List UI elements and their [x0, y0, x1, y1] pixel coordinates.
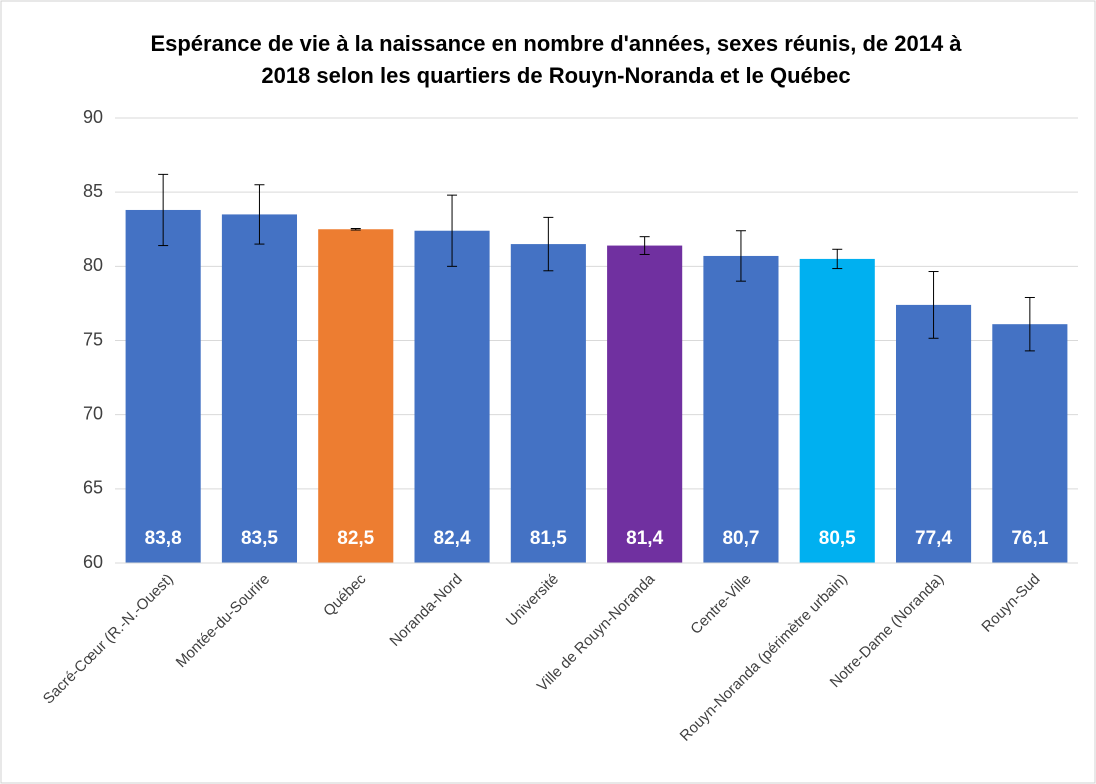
- error-bar: [639, 236, 650, 255]
- error-bar: [447, 194, 458, 267]
- value-label: 83,8: [145, 528, 182, 549]
- bar: [414, 230, 490, 563]
- value-label: 81,4: [626, 528, 663, 549]
- error-bar: [928, 271, 939, 339]
- error-bar: [1024, 296, 1035, 352]
- error-bar: [735, 230, 746, 282]
- error-bar: [543, 216, 554, 272]
- chart-title: Espérance de vie à la naissance en nombr…: [150, 31, 962, 56]
- error-bar: [350, 228, 361, 231]
- value-label: 77,4: [915, 528, 952, 549]
- value-label: 80,5: [819, 528, 856, 549]
- bar: [510, 244, 586, 564]
- bar: [125, 209, 201, 563]
- bar: [318, 229, 394, 563]
- y-tick-label: 90: [83, 107, 103, 127]
- y-tick-label: 65: [83, 478, 103, 498]
- chart-title: 2018 selon les quartiers de Rouyn-Norand…: [261, 63, 850, 88]
- value-label: 81,5: [530, 528, 567, 549]
- error-bar: [832, 248, 843, 270]
- bar: [221, 214, 298, 563]
- bar: [703, 255, 779, 563]
- y-tick-label: 70: [83, 403, 103, 423]
- y-tick-label: 60: [83, 552, 103, 572]
- bar: [895, 304, 972, 563]
- value-label: 83,5: [241, 528, 278, 549]
- bar: [799, 258, 875, 563]
- y-tick-label: 75: [83, 329, 103, 349]
- error-bar: [254, 184, 265, 245]
- bar: [992, 324, 1068, 563]
- value-label: 82,4: [434, 528, 471, 549]
- y-tick-label: 80: [83, 255, 103, 275]
- value-label: 76,1: [1011, 528, 1048, 549]
- error-bar: [158, 173, 169, 247]
- bar: [607, 245, 683, 564]
- y-tick-label: 85: [83, 181, 103, 201]
- value-label: 82,5: [337, 528, 374, 549]
- value-label: 80,7: [722, 528, 759, 549]
